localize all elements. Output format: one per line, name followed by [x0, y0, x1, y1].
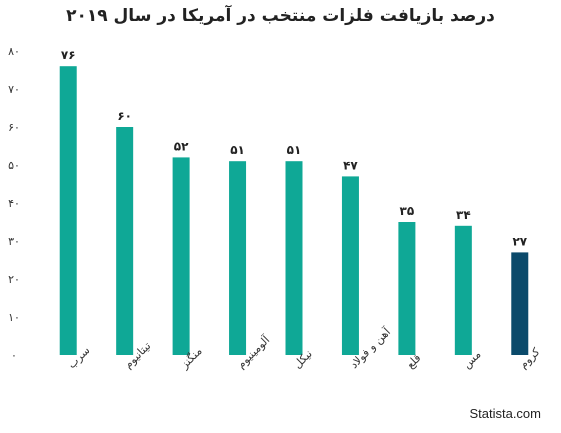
data-label: ۵۱ [230, 143, 245, 157]
value-labels: ۷۶ ۶۰ ۵۲ ۵۱ ۵۱ ۴۷ ۳۵ ۳۴ ۲۷ [61, 48, 528, 248]
data-label: ۷۶ [61, 48, 76, 62]
bar [511, 252, 529, 355]
y-tick-label: ۳۰ [8, 235, 20, 248]
bars [59, 66, 529, 355]
y-tick-label: ۴۰ [8, 197, 20, 210]
y-tick-label: ۷۰ [8, 83, 20, 96]
y-tick-label: ۸۰ [8, 45, 20, 58]
bar [398, 222, 416, 355]
data-label: ۳۵ [400, 204, 415, 218]
data-label: ۵۱ [287, 143, 302, 157]
y-tick-label: ۶۰ [8, 121, 20, 134]
bar [116, 127, 134, 355]
y-tick-label: ۱۰ [8, 311, 20, 324]
source-credit: Statista.com [469, 406, 541, 421]
bar [59, 66, 77, 355]
data-label: ۲۷ [512, 234, 527, 248]
data-label: ۶۰ [117, 109, 132, 123]
chart-title: درصد بازیافت فلزات منتخب در آمریکا در سا… [66, 6, 495, 26]
y-axis-ticks: ۰ ۱۰ ۲۰ ۳۰ ۴۰ ۵۰ ۶۰ ۷۰ ۸۰ [8, 45, 20, 362]
bar [341, 176, 359, 355]
data-label: ۴۷ [343, 158, 358, 172]
bar [229, 161, 247, 355]
y-tick-label: ۵۰ [8, 159, 20, 172]
y-tick-label: ۰ [11, 349, 17, 362]
data-label: ۳۴ [456, 208, 471, 222]
bar [172, 157, 190, 355]
bar [454, 225, 472, 355]
bar [285, 161, 303, 355]
data-label: ۵۲ [174, 139, 189, 153]
y-tick-label: ۲۰ [8, 273, 20, 286]
